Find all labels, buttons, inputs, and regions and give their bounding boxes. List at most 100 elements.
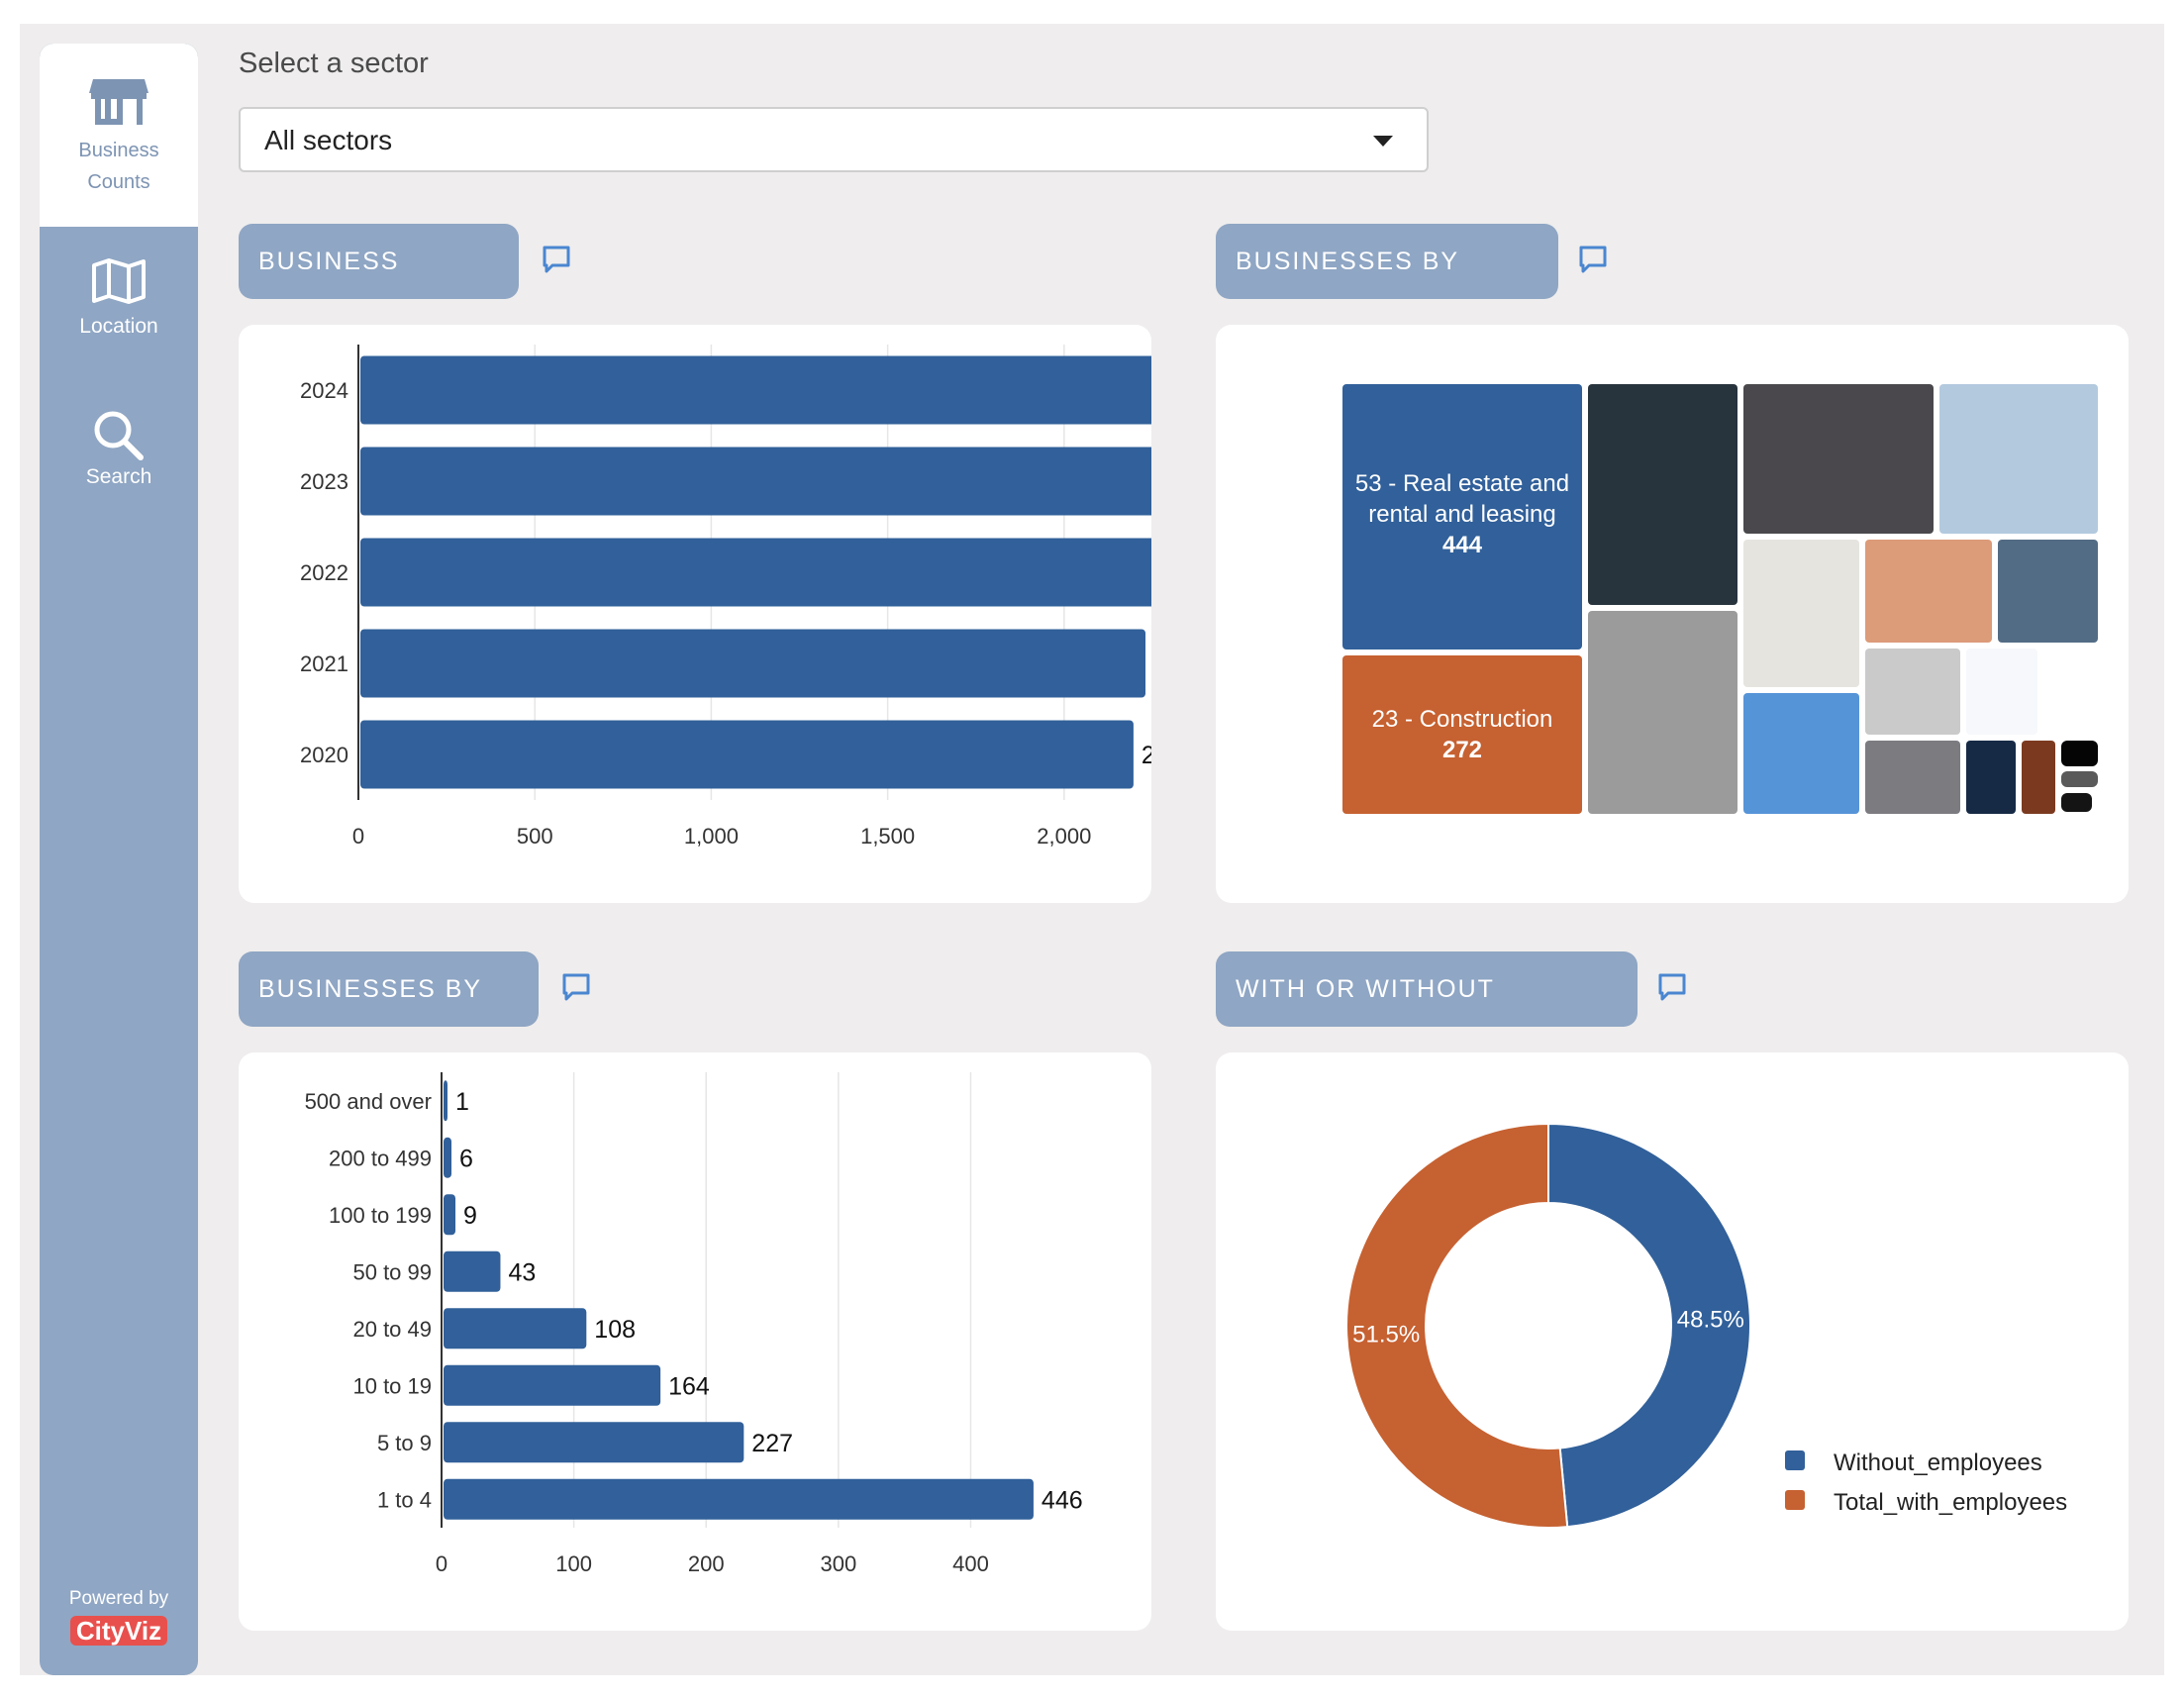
business-growth-chart: 05001,0001,5002,0002,50020242,44120232,3… bbox=[300, 345, 1292, 849]
legend-swatch[interactable] bbox=[1785, 1490, 1805, 1510]
treemap-tile-real-estate[interactable] bbox=[1342, 384, 1582, 650]
treemap-label-construction: 23 - Construction bbox=[1372, 706, 1553, 733]
y-tick-label: 100 to 199 bbox=[329, 1203, 432, 1228]
bar-50-to-99[interactable] bbox=[444, 1250, 501, 1292]
treemap-tile-construction[interactable] bbox=[1342, 655, 1582, 814]
search-icon bbox=[94, 411, 144, 460]
bar-2021[interactable] bbox=[360, 629, 1146, 698]
bar-value-label: 108 bbox=[594, 1316, 636, 1344]
businesses-by-sector-card: 53 - Real estate and rental and leasing … bbox=[1216, 325, 2129, 903]
treemap-tile[interactable] bbox=[1865, 741, 1960, 814]
bar-500-and-over[interactable] bbox=[444, 1080, 447, 1122]
x-tick-label: 1,500 bbox=[860, 824, 915, 849]
legend-swatch[interactable] bbox=[1785, 1450, 1805, 1470]
y-tick-label: 10 to 19 bbox=[352, 1373, 432, 1398]
businesses-by-size-card: 0 100 200 300 400 500 and over 1 200 to 499 6 100… bbox=[239, 1052, 1151, 1631]
y-tick-label: 2020 bbox=[300, 743, 348, 767]
panel-title-with-or-without-employees: WITH OR WITHOUT EMPLOYEES bbox=[1216, 951, 1638, 1078]
y-tick-label: 1 to 4 bbox=[377, 1487, 432, 1512]
bar-100-to-199[interactable] bbox=[444, 1194, 456, 1236]
bar-value-label: 227 bbox=[751, 1430, 793, 1457]
donut-slice-Without_employees[interactable] bbox=[1547, 1122, 1751, 1529]
chevron-down-icon bbox=[1373, 136, 1393, 147]
sector-select-value: All sectors bbox=[264, 125, 393, 155]
treemap-tile[interactable] bbox=[1588, 611, 1737, 814]
brand-text: CityViz bbox=[69, 1616, 168, 1646]
y-tick-label: 5 to 9 bbox=[377, 1431, 432, 1455]
x-tick-label: 300 bbox=[820, 1551, 856, 1576]
y-tick-label: 2024 bbox=[300, 378, 348, 403]
bar-value-label: 6 bbox=[459, 1145, 473, 1172]
treemap-tile[interactable] bbox=[2061, 741, 2098, 766]
x-tick-label: 500 bbox=[517, 824, 553, 849]
sidebar: Business Counts Location Search Powered … bbox=[40, 44, 198, 1675]
treemap-value-real-estate: 444 bbox=[1442, 532, 1483, 558]
treemap-tile[interactable] bbox=[1865, 540, 1992, 643]
y-tick-label: 2023 bbox=[300, 469, 348, 494]
x-tick-label: 200 bbox=[688, 1551, 725, 1576]
sector-filter-label: Select a sector bbox=[239, 48, 429, 79]
comment-icon[interactable] bbox=[1576, 244, 1610, 277]
bar-value-label: 9 bbox=[463, 1202, 477, 1230]
bar-2024[interactable] bbox=[360, 355, 1223, 425]
y-tick-label: 20 to 49 bbox=[352, 1317, 432, 1342]
x-tick-label: 2,000 bbox=[1037, 824, 1091, 849]
nav-search-label: Search bbox=[85, 465, 152, 488]
nav-location[interactable]: Location bbox=[40, 257, 198, 366]
treemap-tile[interactable] bbox=[1966, 741, 2016, 814]
bar-value-label: 2,191 bbox=[1142, 742, 1151, 769]
treemap-tile[interactable] bbox=[2061, 793, 2092, 812]
nav-location-label: Location bbox=[79, 315, 158, 338]
treemap-label-real-estate: 53 - Real estate and bbox=[1355, 470, 1569, 497]
treemap-label-real-estate-line2: rental and leasing bbox=[1368, 501, 1555, 528]
treemap-tile[interactable] bbox=[1588, 384, 1737, 605]
donut-slice-label: 51.5% bbox=[1352, 1322, 1420, 1349]
x-tick-label: 400 bbox=[952, 1551, 989, 1576]
powered-by-label: Powered by bbox=[68, 1588, 169, 1609]
x-tick-label: 0 bbox=[352, 824, 364, 849]
comment-icon[interactable] bbox=[1655, 971, 1689, 1005]
x-tick-label: 0 bbox=[436, 1551, 447, 1576]
cityviz-logo[interactable]: CityViz bbox=[69, 1613, 168, 1649]
treemap-tile[interactable] bbox=[1743, 693, 1859, 814]
y-tick-label: 2021 bbox=[300, 651, 348, 676]
bar-2022[interactable] bbox=[360, 538, 1180, 607]
bar-value-label: 1 bbox=[455, 1088, 469, 1116]
nav-label-line2: Counts bbox=[87, 171, 150, 193]
treemap-tile[interactable] bbox=[2061, 771, 2098, 787]
treemap-tile[interactable] bbox=[1939, 384, 2098, 534]
donut-slice-Total_with_employees[interactable] bbox=[1345, 1122, 1569, 1529]
nav-search[interactable]: Search bbox=[40, 408, 198, 517]
x-tick-label: 1,000 bbox=[684, 824, 739, 849]
bar-200-to-499[interactable] bbox=[444, 1137, 452, 1178]
bar-10-to-19[interactable] bbox=[444, 1364, 661, 1406]
comment-icon[interactable] bbox=[540, 244, 573, 277]
treemap-tile[interactable] bbox=[1743, 384, 1934, 534]
treemap-tile[interactable] bbox=[1743, 540, 1859, 687]
bar-2020[interactable] bbox=[360, 720, 1134, 789]
bar-20-to-49[interactable] bbox=[444, 1308, 587, 1349]
y-tick-label: 2022 bbox=[300, 560, 348, 585]
legend-label: Total_with_employees bbox=[1834, 1489, 2067, 1516]
sector-select[interactable]: All sectors bbox=[239, 107, 1429, 172]
with-or-without-employees-card: 48.5% Without_employees 51.5% Total_with_em… bbox=[1216, 1052, 2129, 1631]
nav-label-line1: Business bbox=[78, 140, 159, 161]
treemap-tile[interactable] bbox=[1966, 649, 2037, 735]
panel-title-businesses-by-sector: BUSINESSES BY SECTOR bbox=[1216, 224, 1558, 350]
treemap-value-construction: 272 bbox=[1442, 737, 1482, 763]
comment-icon[interactable] bbox=[559, 971, 593, 1005]
treemap-tile[interactable] bbox=[1998, 540, 2098, 643]
bar-5-to-9[interactable] bbox=[444, 1422, 745, 1463]
donut-slice-label: 48.5% bbox=[1677, 1306, 1744, 1333]
treemap-tile[interactable] bbox=[2022, 741, 2055, 814]
treemap-tile[interactable] bbox=[1865, 649, 1960, 735]
y-tick-label: 200 to 499 bbox=[329, 1146, 432, 1170]
businesses-by-size-chart: 0 100 200 300 400 500 and over 1 200 to 499 6 100… bbox=[305, 1072, 1083, 1576]
bar-1-to-4[interactable] bbox=[444, 1478, 1034, 1520]
panel-title-business-growth: BUSINESS GROWTH bbox=[239, 224, 519, 350]
storefront-icon bbox=[89, 79, 149, 125]
bar-value-label: 43 bbox=[508, 1258, 536, 1286]
bar-2023[interactable] bbox=[360, 447, 1198, 516]
panel-title-businesses-by-size: BUSINESSES BY SIZE bbox=[239, 951, 539, 1078]
nav-business-counts[interactable]: Business Counts bbox=[40, 44, 198, 227]
